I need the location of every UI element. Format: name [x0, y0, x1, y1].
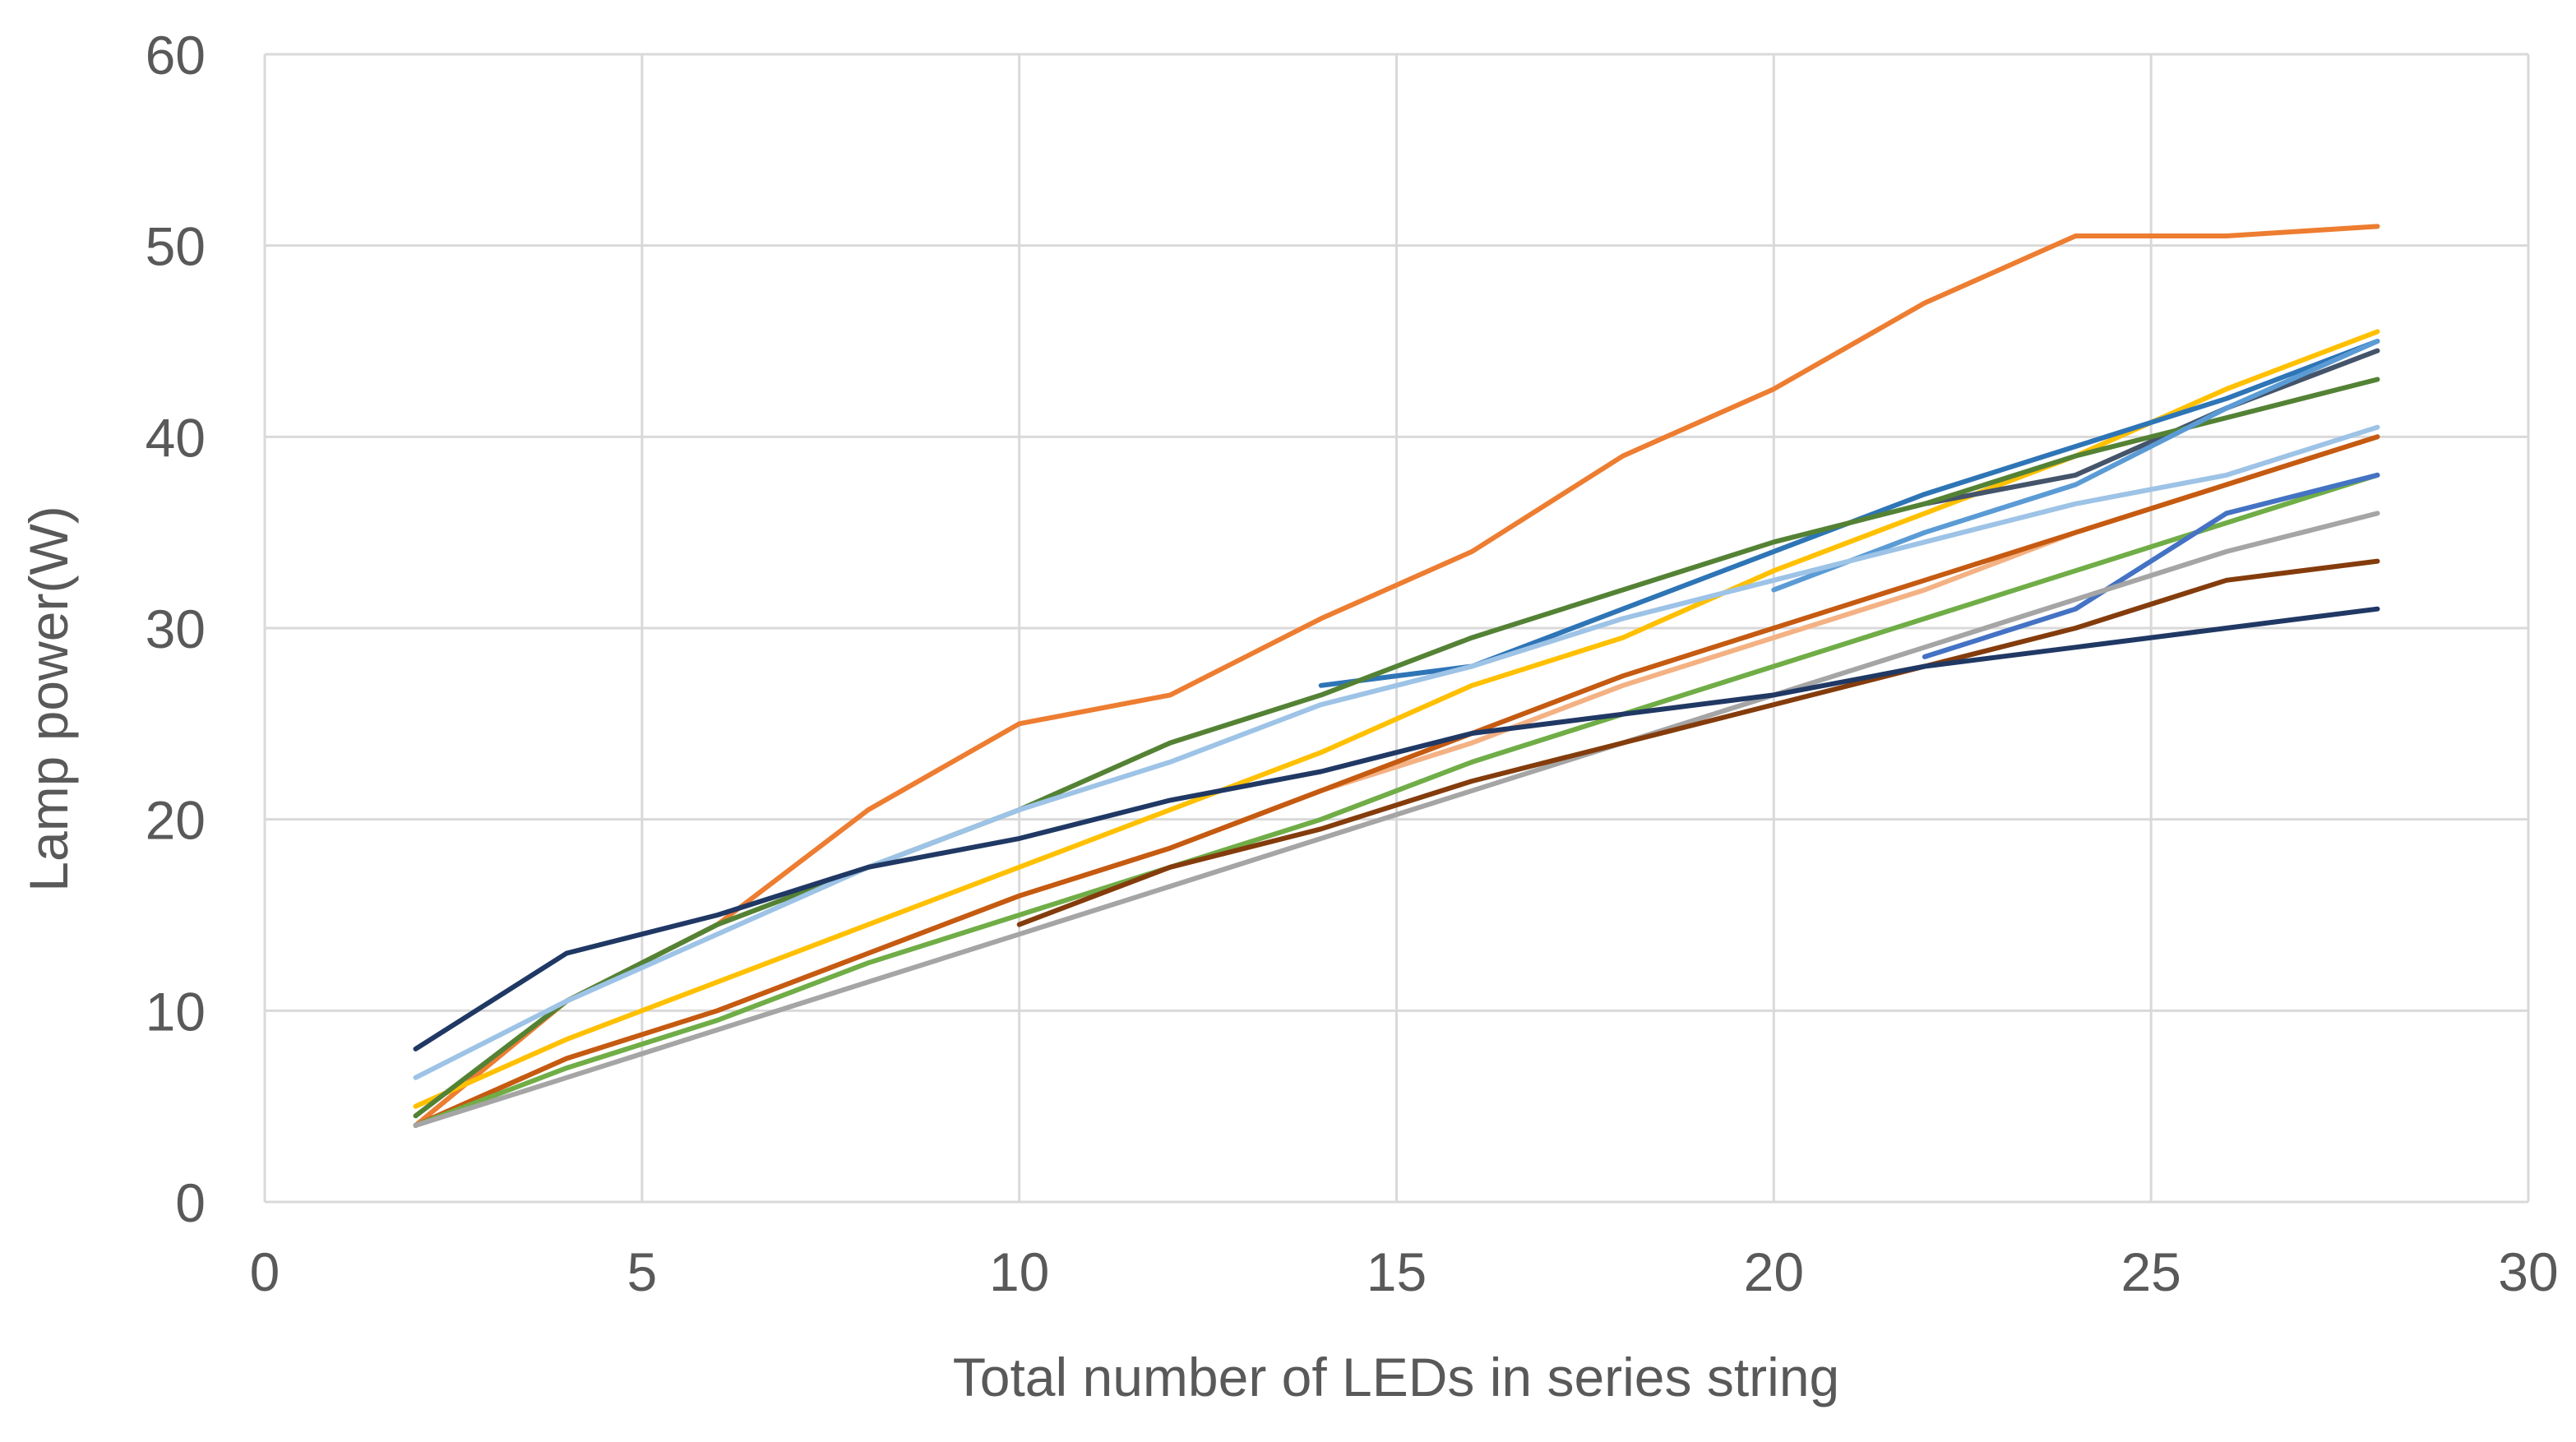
series-line-series-10	[413, 434, 2380, 1128]
series-line-series-11	[413, 472, 2380, 1128]
tick-labels: 0 10 20 30 40 50 60 0 5 10 15 20 25 30	[146, 25, 2559, 1302]
y-tick-label: 0	[175, 1172, 206, 1233]
series-lines	[413, 224, 2380, 1128]
series-line-series-14	[1016, 558, 2380, 927]
y-tick-label: 30	[146, 599, 206, 659]
y-tick-label: 10	[146, 981, 206, 1042]
x-axis-title: Total number of LEDs in series string	[953, 1347, 1839, 1407]
series-line-series-12	[1922, 472, 2380, 659]
x-tick-label: 5	[627, 1241, 657, 1302]
y-axis-title: Lamp power(W)	[18, 506, 79, 891]
series-line-series-13	[413, 511, 2380, 1128]
series-line-series-15	[413, 606, 2380, 1051]
x-tick-label: 15	[1367, 1241, 1427, 1302]
grid-lines	[263, 53, 2530, 1204]
series-line-series-5	[413, 377, 2380, 1119]
x-tick-label: 0	[250, 1241, 280, 1302]
x-tick-label: 10	[989, 1241, 1049, 1302]
x-tick-label: 25	[2120, 1241, 2181, 1302]
series-line-series-3	[1922, 348, 2380, 506]
series-line-series-7	[413, 424, 2380, 1080]
y-tick-label: 60	[146, 25, 206, 86]
x-tick-label: 30	[2498, 1241, 2558, 1302]
series-line-series-6	[1771, 339, 2380, 593]
x-tick-label: 20	[1744, 1241, 1804, 1302]
y-tick-label: 40	[146, 407, 206, 468]
y-tick-label: 20	[146, 790, 206, 851]
y-tick-label: 50	[146, 216, 206, 277]
